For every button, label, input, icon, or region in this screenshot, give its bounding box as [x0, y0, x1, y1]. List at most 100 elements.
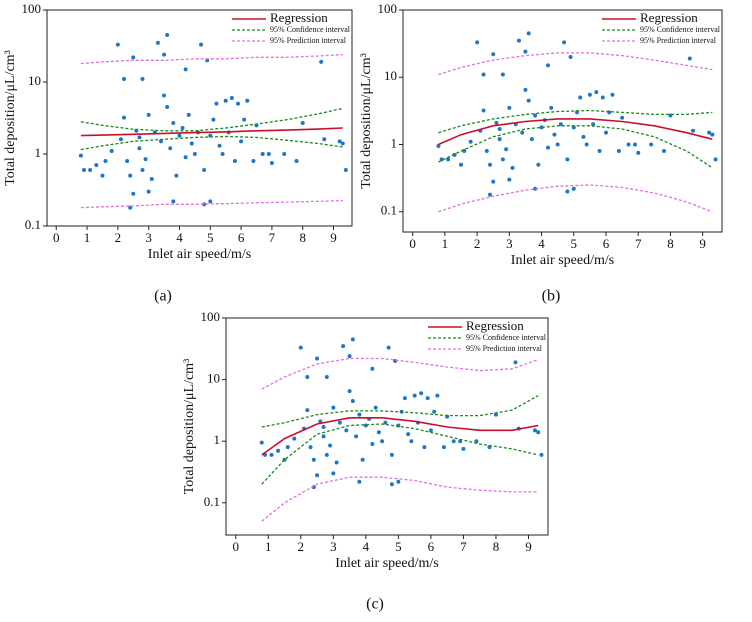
data-point: [171, 199, 176, 204]
data-point: [186, 112, 191, 117]
data-point: [587, 92, 592, 97]
x-tick-label: 6: [428, 539, 435, 554]
data-point: [357, 479, 362, 484]
data-point: [137, 135, 142, 140]
data-point: [140, 77, 145, 82]
x-tick-label: 2: [298, 539, 305, 554]
data-point: [389, 482, 394, 487]
data-point: [183, 67, 188, 72]
data-point: [396, 479, 401, 484]
data-point: [298, 345, 303, 350]
data-point: [549, 105, 554, 110]
regression-line: [438, 118, 713, 146]
data-point: [125, 158, 130, 163]
data-point: [488, 192, 492, 197]
legend-label: 95% Confidence interval: [640, 25, 721, 34]
data-point: [220, 152, 225, 156]
data-point: [199, 42, 204, 47]
data-point: [223, 98, 228, 103]
data-point: [100, 173, 105, 178]
data-point: [500, 157, 505, 162]
data-point: [562, 40, 567, 45]
data-point: [436, 144, 441, 149]
data-point: [610, 92, 615, 97]
data-point: [446, 157, 451, 162]
legend-label: 95% Prediction interval: [640, 36, 717, 45]
data-point: [251, 158, 256, 163]
data-point: [475, 40, 480, 45]
legend-label: 95% Confidence interval: [466, 333, 547, 342]
data-point: [459, 162, 463, 167]
y-tick-label: 100: [201, 309, 221, 324]
data-point: [318, 419, 323, 424]
data-point: [311, 457, 316, 462]
data-point: [422, 445, 427, 450]
data-point: [340, 141, 345, 146]
interval-lower: [80, 135, 343, 151]
data-point: [360, 457, 365, 462]
x-tick-label: 4: [176, 230, 183, 245]
interval-upper: [438, 52, 713, 76]
data-point: [633, 142, 637, 147]
plot-frame: [402, 9, 723, 233]
data-point: [571, 186, 576, 191]
data-point: [497, 127, 502, 132]
data-point: [649, 142, 654, 147]
data-point: [507, 105, 512, 110]
y-axis-label: Total deposition/μL/cm³: [359, 53, 374, 189]
data-point: [143, 157, 148, 162]
legend-label: 95% Prediction interval: [270, 36, 347, 45]
legend-label: 95% Prediction interval: [466, 344, 543, 353]
data-point: [214, 101, 219, 106]
data-point: [324, 452, 329, 457]
y-tick-label: 1: [391, 135, 398, 150]
x-tick-label: 8: [667, 236, 674, 251]
interval-upper: [438, 109, 713, 134]
data-point: [526, 98, 531, 103]
data-point: [334, 460, 339, 465]
data-point: [239, 139, 244, 144]
data-point: [211, 117, 216, 122]
data-point: [242, 117, 247, 122]
data-point: [510, 165, 515, 170]
data-point: [419, 391, 424, 396]
data-point: [491, 179, 496, 184]
data-point: [168, 146, 173, 151]
data-point: [532, 428, 537, 433]
data-point: [432, 409, 437, 414]
data-point: [517, 38, 521, 43]
data-point: [357, 412, 362, 417]
interval-upper: [80, 53, 343, 65]
data-point: [616, 149, 621, 154]
data-point: [354, 434, 359, 439]
data-point: [441, 445, 446, 450]
data-point: [529, 137, 534, 142]
data-point: [155, 40, 160, 45]
x-tick-label: 8: [299, 230, 306, 245]
data-point: [507, 177, 512, 182]
panel-label: (b): [542, 288, 561, 305]
data-point: [350, 337, 355, 342]
x-tick-label: 0: [233, 539, 240, 554]
data-point: [282, 152, 287, 156]
y-tick-label: 10: [207, 371, 220, 386]
data-point: [581, 134, 586, 139]
data-point: [322, 137, 327, 142]
data-point: [347, 389, 352, 394]
data-point: [435, 393, 440, 398]
data-point: [328, 443, 333, 448]
data-point: [315, 473, 320, 478]
interval-upper: [261, 357, 539, 390]
data-point: [370, 442, 375, 447]
legend-label: Regression: [640, 10, 698, 25]
data-point: [202, 202, 207, 207]
data-point: [546, 145, 550, 150]
data-point: [305, 375, 310, 380]
data-point: [115, 42, 120, 47]
regression-line: [261, 417, 539, 456]
data-point: [208, 199, 213, 204]
data-point: [373, 405, 378, 410]
data-point: [122, 77, 127, 82]
data-point: [402, 396, 407, 401]
